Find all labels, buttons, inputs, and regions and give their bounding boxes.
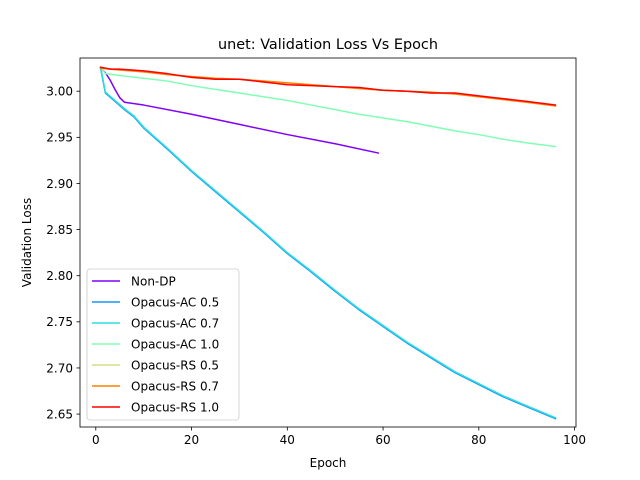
x-tick-label: 100 [563,433,586,447]
legend-label-5: Opacus-RS 0.7 [131,380,219,394]
y-tick-label: 2.85 [46,223,73,237]
legend-label-0: Non-DP [131,275,176,289]
x-tick-label: 0 [92,433,100,447]
series-line-3 [99,66,557,148]
chart-title: unet: Validation Loss Vs Epoch [218,37,438,53]
legend-label-3: Opacus-AC 1.0 [131,338,219,352]
y-tick-label: 3.00 [46,85,73,99]
legend-label-1: Opacus-AC 0.5 [131,296,219,310]
y-tick-label: 2.95 [46,131,73,145]
y-axis: 2.65 2.70 2.75 2.80 2.85 2.90 2.95 3.00 [46,85,80,421]
series-line-6 [99,66,557,106]
legend-box [86,268,240,421]
y-tick-label: 2.80 [46,269,73,283]
x-tick-label: 80 [471,433,486,447]
x-axis: 0 20 40 60 80 100 [92,427,586,447]
plot-frame [79,57,577,428]
y-tick-label: 2.65 [46,407,73,421]
series-layer [99,66,557,420]
series-line-0 [99,67,380,154]
y-tick-label: 2.70 [46,361,73,375]
y-tick-label: 2.90 [46,177,73,191]
legend-label-4: Opacus-RS 0.5 [131,359,219,373]
legend-label-6: Opacus-RS 1.0 [131,401,219,415]
x-tick-label: 20 [184,433,199,447]
legend: Non-DP Opacus-AC 0.5 Opacus-AC 0.7 Opacus-A… [86,268,240,421]
series-line-2 [99,66,557,419]
x-axis-label: Epoch [310,456,347,470]
x-tick-label: 60 [375,433,390,447]
y-tick-label: 2.75 [46,315,73,329]
y-axis-label: Validation Loss [20,198,34,287]
x-tick-label: 40 [280,433,295,447]
legend-label-2: Opacus-AC 0.7 [131,317,219,331]
